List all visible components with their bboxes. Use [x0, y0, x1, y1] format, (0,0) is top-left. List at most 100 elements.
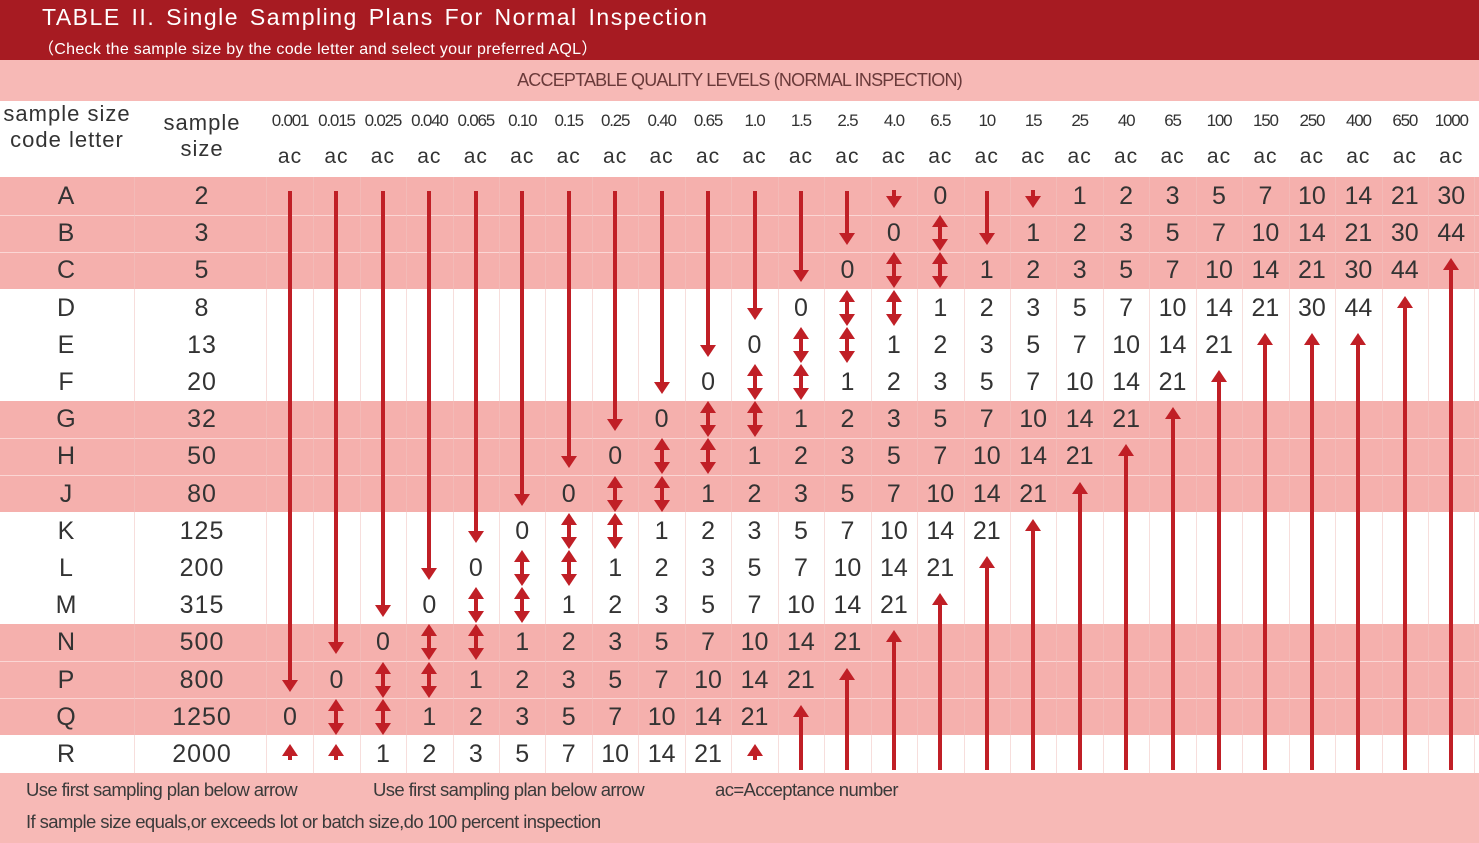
acceptance-number: 5 — [933, 405, 948, 434]
arrow-up-icon — [1443, 258, 1460, 770]
acceptance-number: 3 — [1026, 293, 1041, 322]
row-band — [0, 177, 1479, 289]
code-letter: K — [57, 516, 75, 545]
acceptance-number: 3 — [793, 479, 808, 508]
ac-header: ac — [1160, 145, 1185, 168]
acceptance-number: 21 — [1019, 479, 1048, 508]
acceptance-number: 3 — [933, 368, 948, 396]
ac-header: ac — [742, 145, 767, 168]
acceptance-number: 1 — [561, 591, 576, 620]
arrow-up-icon — [1211, 370, 1227, 770]
column-separator — [1428, 177, 1430, 774]
sample-size: 800 — [179, 665, 225, 694]
arrow-up-icon — [1071, 481, 1088, 770]
acceptance-number: 2 — [1072, 219, 1087, 248]
acceptance-number: 10 — [926, 479, 955, 508]
column-separator — [1242, 177, 1244, 774]
acceptance-number: 5 — [793, 516, 808, 545]
column-separator — [1009, 177, 1011, 774]
column-separator — [1102, 177, 1104, 774]
acceptance-number: 21 — [1390, 182, 1419, 210]
acceptance-number: 14 — [1344, 182, 1373, 210]
sample-size: 125 — [179, 516, 225, 545]
code-letter: J — [59, 479, 73, 508]
acceptance-number: 21 — [926, 554, 955, 582]
acceptance-number: 21 — [1065, 442, 1094, 471]
acceptance-number: 44 — [1390, 256, 1419, 285]
double-arrow-icon — [374, 661, 391, 698]
double-arrow-icon — [421, 661, 438, 698]
acceptance-number: 14 — [879, 554, 908, 582]
row-separator — [0, 698, 1479, 700]
acceptance-number: 21 — [787, 665, 815, 694]
arrow-down-icon — [653, 191, 670, 394]
ac-header: ac — [928, 145, 953, 168]
table-title: TABLE II. Single Sampling Plans For Norm… — [42, 4, 709, 30]
sample-size: 200 — [179, 554, 225, 582]
aql-level-header: 1.5 — [790, 111, 812, 130]
double-arrow-icon — [653, 438, 670, 475]
acceptance-number: 10 — [1158, 293, 1187, 322]
double-arrow-icon — [328, 698, 345, 735]
double-arrow-icon — [792, 326, 809, 363]
acceptance-number: 3 — [747, 516, 762, 545]
acceptance-number: 3 — [886, 405, 901, 434]
acceptance-number: 10 — [1205, 256, 1233, 285]
acceptance-number: 5 — [561, 702, 576, 731]
acceptance-number: 2 — [468, 702, 483, 731]
acceptance-number: 14 — [926, 516, 955, 545]
column-separator — [824, 177, 826, 774]
acceptance-number: 30 — [1344, 256, 1373, 285]
code-letter: H — [56, 442, 76, 471]
acceptance-number: 0 — [422, 591, 437, 620]
acceptance-number: 14 — [1251, 256, 1280, 285]
column-separator — [134, 177, 135, 774]
acceptance-number: 7 — [886, 479, 901, 508]
acceptance-number: 1 — [515, 628, 530, 657]
code-letter: B — [57, 219, 75, 248]
acceptance-number: 3 — [561, 665, 576, 694]
acceptance-number: 3 — [701, 554, 715, 582]
arrow-down-icon — [746, 191, 763, 320]
ac-header: ac — [649, 145, 674, 168]
double-arrow-icon — [467, 624, 484, 661]
code-letter: F — [58, 368, 74, 396]
acceptance-number: 2 — [840, 405, 855, 434]
ac-header: ac — [370, 145, 395, 168]
acceptance-number: 21 — [879, 591, 908, 620]
acceptance-number: 30 — [1297, 293, 1326, 322]
acceptance-number: 1 — [1072, 182, 1087, 210]
acceptance-number: 21 — [1112, 405, 1140, 434]
acceptance-number: 7 — [608, 702, 623, 731]
ac-header: ac — [1114, 145, 1139, 168]
arrow-down-icon — [885, 190, 902, 208]
acceptance-number: 2 — [933, 330, 948, 359]
sample-size: 500 — [179, 628, 225, 657]
acceptance-number: 0 — [468, 554, 483, 582]
double-arrow-icon — [653, 475, 670, 512]
header-sample-size: sample size — [163, 110, 241, 161]
acceptance-number: 14 — [647, 740, 676, 768]
acceptance-number: 0 — [561, 479, 576, 508]
arrow-down-icon — [560, 191, 577, 469]
acceptance-number: 14 — [694, 702, 722, 731]
ac-header: ac — [510, 145, 535, 168]
footer-note-ac: ac=Acceptance number — [715, 779, 898, 800]
aql-banner: ACCEPTABLE QUALITY LEVELS (NORMAL INSPEC… — [0, 60, 1479, 101]
acceptance-number: 21 — [1297, 256, 1326, 285]
sample-size: 50 — [187, 442, 217, 471]
acceptance-number: 7 — [933, 442, 948, 471]
ac-header: ac — [556, 145, 581, 168]
code-letter: E — [57, 330, 75, 359]
ac-header: ac — [603, 145, 628, 168]
aql-level-header: 0.025 — [364, 111, 403, 130]
acceptance-number: 2 — [561, 628, 576, 657]
column-separator — [870, 177, 872, 774]
acceptance-number: 21 — [972, 516, 1001, 545]
arrow-down-icon — [328, 191, 345, 655]
acceptance-number: 7 — [793, 554, 808, 582]
arrow-up-icon — [1303, 332, 1320, 770]
acceptance-number: 14 — [1019, 442, 1048, 471]
double-arrow-icon — [746, 364, 763, 400]
acceptance-number: 7 — [561, 740, 576, 768]
